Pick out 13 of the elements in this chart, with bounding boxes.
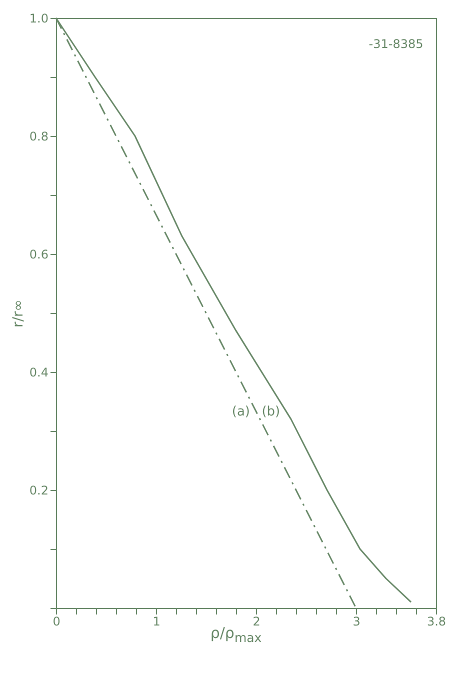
x-tick-label: 3 [352, 614, 360, 628]
y-tick-label: 1.0 [29, 12, 48, 26]
annotation: -31-8385 [368, 37, 424, 51]
x-tick-label: 0 [52, 614, 60, 628]
y-tick-label: 0.4 [29, 366, 48, 380]
x-tick-label: 1 [152, 614, 160, 628]
series-label: (a) [232, 404, 250, 420]
series-label: (b) [262, 404, 280, 420]
y-tick-label: 0.6 [29, 248, 48, 262]
x-tick-label: 3.8 [426, 614, 446, 628]
y-tick-label: 0.2 [29, 484, 48, 498]
y-tick-label: 0.8 [29, 130, 48, 144]
y-axis-title: r/r∞ [10, 300, 26, 328]
